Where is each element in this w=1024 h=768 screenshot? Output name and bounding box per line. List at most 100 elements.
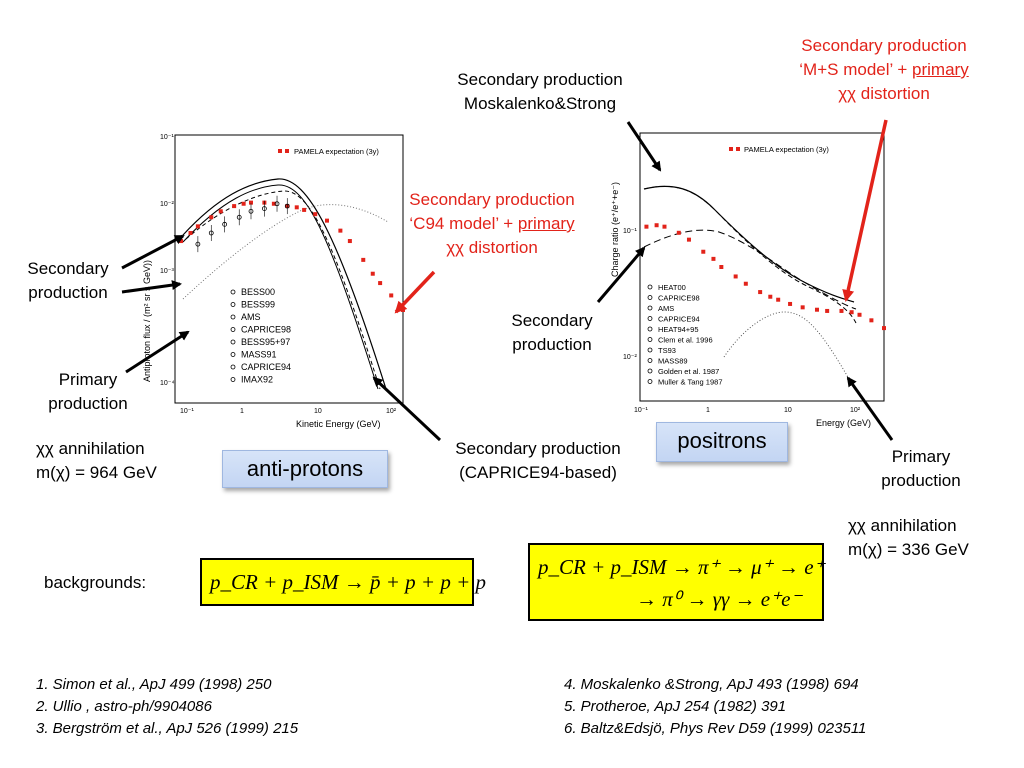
legend-entry: TS93: [658, 346, 676, 355]
pamela-point: [839, 308, 844, 313]
legend-marker: [230, 327, 236, 332]
legend-entry: AMS: [241, 312, 261, 322]
left-xlabel: Kinetic Energy (GeV): [296, 419, 381, 429]
pamela-point: [711, 256, 716, 261]
legend-marker: [647, 284, 653, 290]
legend-marker: [647, 316, 653, 321]
legend-entry: Golden et al. 1987: [658, 367, 719, 376]
annotation-right-primary: Primary production: [881, 447, 961, 490]
positrons-box: positrons: [656, 422, 788, 462]
right-xlabel: Energy (GeV): [816, 418, 871, 428]
legend-marker: [647, 295, 653, 300]
legend-entry: AMS: [658, 304, 674, 313]
legend-entry: BESS00: [241, 287, 275, 297]
legend-marker: [647, 379, 653, 384]
arrow-caprice-based: [372, 376, 442, 442]
reference-item: 6. Baltz&Edsjö, Phys Rev D59 (1999) 0235…: [564, 720, 867, 737]
arrow-ms-model: [842, 119, 888, 302]
legend-entry: Muller & Tang 1987: [658, 378, 723, 387]
legend-marker: [230, 364, 236, 370]
left-legend-title: PAMELA expectation (3y): [294, 147, 379, 156]
legend-marker: [230, 314, 236, 320]
positron-formula: p_CR + p_ISM → π⁺ → μ⁺ → e⁺ → π⁰ → γγ → …: [528, 543, 825, 621]
annotation-left-annihilation: χχ annihilation m(χ) = 964 GeV: [36, 439, 157, 482]
legend-marker: [230, 377, 236, 382]
legend-entry: HEAT00: [658, 283, 686, 292]
pamela-point: [743, 281, 748, 286]
pamela-point: [800, 305, 805, 310]
pamela-point: [389, 293, 394, 298]
pamela-point: [218, 209, 223, 214]
pamela-point: [857, 312, 862, 317]
references-right: 4. Moskalenko &Strong, ApJ 493 (1998) 69…: [564, 674, 866, 740]
pamela-point: [849, 310, 854, 315]
arrow-moskalenko: [626, 121, 662, 172]
right-xtick-1: 1: [706, 407, 710, 414]
right-ylabel: Charge ratio (e⁺/e⁺+e⁻): [610, 182, 620, 277]
positron-formula-line2: → π⁰ → γγ → e⁺e⁻: [636, 587, 802, 611]
pamela-point: [338, 228, 343, 233]
right-ytick-1: 10⁻²: [623, 354, 637, 361]
antiproton-formula: p_CR + p_ISM → p̄ + p + p + p: [200, 558, 486, 606]
right-legend-title: PAMELA expectation (3y): [744, 145, 829, 154]
pamela-point: [676, 230, 681, 235]
annotation-caprice-based: Secondary production (CAPRICE94-based): [455, 439, 621, 482]
antiproton-formula-text: p_CR + p_ISM → p̄ + p + p + p: [210, 570, 487, 594]
pamela-point: [733, 274, 738, 279]
arrow-c94-model: [394, 270, 436, 314]
pamela-point: [271, 201, 276, 206]
plot-frame: [639, 132, 885, 402]
legend-entry: CAPRICE94: [658, 315, 700, 324]
arrow-left-secondary: [121, 234, 185, 270]
pamela-point: [232, 204, 237, 209]
pamela-point: [209, 215, 214, 220]
pamela-point: [195, 224, 200, 229]
legend-entry: CAPRICE98: [241, 325, 291, 335]
arrow-right-secondary: [596, 246, 646, 303]
annotation-moskalenko: Secondary production Moskalenko&Strong: [457, 70, 623, 113]
annotation-right-secondary: Secondary production: [511, 311, 593, 354]
left-xtick-0: 10⁻¹: [180, 408, 194, 415]
legend-entry: CAPRICE94: [241, 362, 291, 372]
pamela-point: [882, 326, 886, 331]
legend-marker: [230, 289, 236, 295]
positron-chart-svg: PAMELA expectation (3y) HEAT00 CAPRICE98A…: [610, 132, 886, 428]
reference-item: 3. Bergström et al., ApJ 526 (1999) 215: [36, 720, 299, 737]
legend-entry: IMAX92: [241, 375, 273, 385]
pamela-point: [701, 249, 706, 254]
legend-entry: HEAT94+95: [658, 325, 699, 334]
annotation-left-primary: Primary production: [48, 370, 128, 413]
left-ytick-3: 10⁻⁴: [160, 380, 175, 387]
pamela-point: [788, 301, 793, 306]
arrow-left-secondary-2: [121, 280, 182, 294]
right-xtick-2: 10: [784, 407, 792, 414]
pamela-point: [869, 318, 874, 323]
pamela-point: [378, 281, 383, 286]
legend-entry: BESS95+97: [241, 337, 290, 347]
pamela-point: [294, 205, 299, 210]
backgrounds-label: backgrounds:: [44, 573, 147, 592]
pamela-point: [662, 224, 667, 229]
annotation-left-secondary: Secondary production: [27, 259, 109, 302]
annotation-ms-model: Secondary production ‘M+S model’ + prima…: [799, 36, 969, 103]
secondary-curve-dashed: [185, 190, 381, 390]
secondary-curve-2: [182, 184, 379, 390]
annotation-c94-model: Secondary production ‘C94 model’ + prima…: [409, 190, 575, 257]
arrow-right-primary: [846, 376, 894, 441]
left-xtick-3: 10²: [386, 408, 397, 415]
legend-entry: MASS91: [241, 350, 277, 360]
plot-frame: [174, 134, 404, 404]
pamela-point: [325, 218, 329, 223]
pamela-point: [686, 237, 691, 242]
pamela-point: [825, 308, 830, 313]
pamela-point: [361, 257, 366, 262]
antiproton-chart: PAMELA expectation (3y) BESS00 BESS99 AMS C…: [128, 127, 410, 437]
secondary-curve-dashed-lower: [643, 229, 857, 310]
references-left: 1. Simon et al., ApJ 499 (1998) 250 2. U…: [36, 674, 298, 740]
pamela-point: [768, 294, 773, 299]
legend-marker: [230, 352, 236, 357]
pamela-point: [814, 307, 819, 312]
secondary-curve-dashed-upper: [643, 185, 857, 324]
left-xtick-2: 10: [314, 408, 322, 415]
